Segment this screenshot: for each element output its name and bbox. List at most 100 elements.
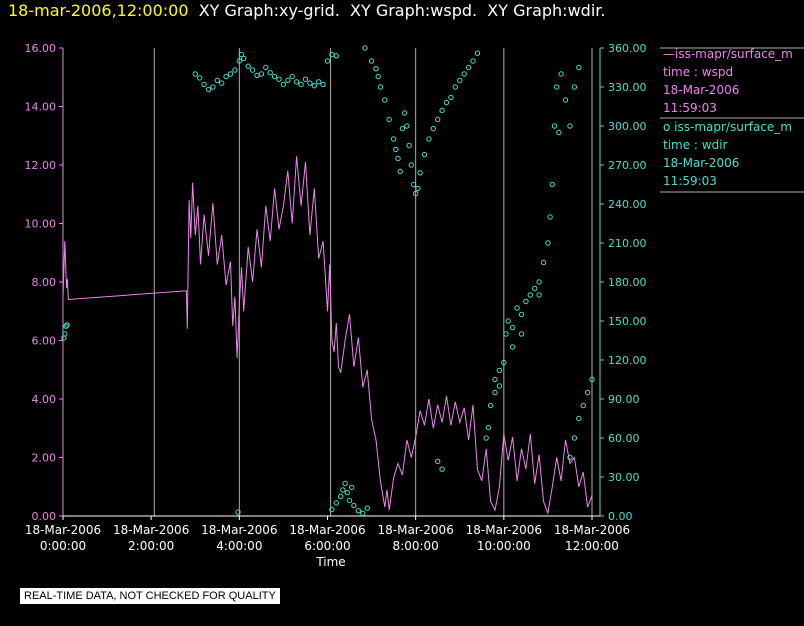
wdir-point: [545, 240, 551, 246]
legend-wspd-date: 18-Mar-2006: [663, 83, 740, 97]
wdir-point: [324, 58, 331, 64]
wdir-point: [417, 170, 423, 176]
wdir-point: [461, 71, 467, 77]
wdir-point: [457, 77, 463, 84]
wdir-point: [238, 51, 245, 58]
wdir-point: [567, 123, 573, 129]
wdir-point: [280, 81, 287, 88]
wdir-point: [536, 292, 542, 298]
wdir-point: [192, 71, 199, 77]
x-tick-date: 18-Mar-2006: [113, 523, 189, 537]
wdir-point: [263, 64, 269, 71]
right-tick-label: 300.00: [608, 120, 647, 133]
wdir-point: [64, 322, 70, 328]
right-tick-label: 270.00: [608, 159, 647, 172]
legend-wdir-date: 18-Mar-2006: [663, 156, 740, 170]
wdir-point: [390, 136, 397, 142]
wdir-point: [452, 84, 458, 90]
wdir-point: [355, 508, 362, 514]
wdir-point: [227, 71, 234, 77]
wdir-point: [293, 79, 300, 85]
wdir-point: [509, 344, 516, 350]
wdir-point: [241, 55, 247, 62]
wdir-point: [223, 73, 229, 80]
wdir-point: [401, 110, 408, 116]
x-tick-date: 18-Mar-2006: [554, 523, 630, 537]
wdir-point: [364, 505, 370, 511]
wdir-point: [397, 168, 403, 175]
right-tick-label: 0.00: [608, 510, 633, 523]
x-axis-label: Time: [315, 555, 345, 569]
wdir-point: [448, 94, 454, 101]
wdir-point: [298, 81, 304, 88]
x-tick-time: 6:00:00: [304, 539, 350, 553]
wdir-point: [219, 80, 225, 86]
wspd-series: [62, 156, 593, 516]
legend-wspd: —iss-mapr/surface_m time : wspd 18-Mar-2…: [663, 45, 804, 117]
x-tick-time: 8:00:00: [393, 539, 439, 553]
wdir-point: [349, 484, 355, 491]
wdir-point: [514, 305, 520, 311]
wdir-point: [501, 359, 507, 366]
x-tick-time: 10:00:00: [477, 539, 531, 553]
wdir-point: [536, 279, 542, 285]
left-axis-ticks: 0.00 2.00 4.00 6.00 8.00 10.00 12.00 14.00 16.00: [25, 42, 63, 523]
wdir-point: [540, 259, 547, 266]
wdir-point: [201, 81, 207, 88]
x-tick-date: 18-Mar-2006: [25, 523, 101, 537]
title-date: 18-mar-2006,12:00:00: [8, 1, 189, 20]
wdir-point: [421, 151, 428, 158]
wdir-point: [62, 331, 68, 337]
wdir-point: [527, 292, 533, 298]
wdir-point: [393, 146, 399, 153]
wdir-point: [316, 79, 322, 85]
wdir-point: [382, 97, 388, 103]
wdir-point: [556, 129, 562, 136]
wdir-point: [395, 155, 401, 162]
legend-wdir-time: 11:59:03: [663, 174, 717, 188]
right-tick-label: 60.00: [608, 432, 640, 445]
wdir-point: [549, 181, 555, 188]
x-axis-ticks: 18-Mar-2006 0:00:00 18-Mar-2006 2:00:00 18-M…: [25, 516, 630, 553]
right-tick-label: 180.00: [608, 276, 647, 289]
legend-wspd-time: 11:59:03: [663, 101, 717, 115]
wdir-point: [435, 458, 441, 465]
wdir-point: [232, 67, 238, 73]
x-tick-date: 18-Mar-2006: [377, 523, 453, 537]
wdir-point: [505, 318, 511, 324]
left-tick-label: 2.00: [32, 452, 57, 465]
wdir-point: [329, 506, 335, 513]
wdir-point: [547, 214, 553, 220]
x-tick-date: 18-Mar-2006: [466, 523, 542, 537]
wdir-point: [205, 86, 212, 93]
left-tick-label: 10.00: [25, 218, 57, 231]
wdir-point: [267, 70, 273, 76]
wdir-point: [518, 311, 525, 318]
quality-disclaimer: REAL-TIME DATA, NOT CHECKED FOR QUALITY: [20, 588, 280, 604]
legend-wdir-source: o iss-mapr/surface_m: [663, 120, 792, 134]
wdir-point: [362, 45, 368, 51]
wdir-point: [307, 80, 313, 86]
wdir-point: [523, 298, 529, 305]
right-tick-label: 240.00: [608, 198, 647, 211]
title-description: XY Graph:xy-grid. XY Graph:wspd. XY Grap…: [188, 1, 606, 20]
grid-lines: [153, 48, 593, 516]
x-tick-date: 18-Mar-2006: [201, 523, 277, 537]
wdir-point: [377, 84, 384, 90]
wdir-point: [562, 97, 569, 103]
wdir-point: [503, 331, 509, 337]
wdir-point: [197, 75, 203, 81]
x-tick-time: 2:00:00: [128, 539, 174, 553]
wdir-point: [551, 123, 558, 129]
wdir-point: [571, 84, 578, 90]
wdir-point: [254, 72, 260, 79]
x-tick-time: 4:00:00: [216, 539, 262, 553]
wdir-point: [426, 136, 432, 142]
left-tick-label: 14.00: [25, 101, 57, 114]
wdir-point: [470, 58, 476, 64]
legend-wspd-source: —iss-mapr/surface_m: [663, 47, 793, 61]
wdir-point: [386, 116, 392, 123]
wdir-point: [496, 367, 503, 374]
wdir-point: [558, 71, 564, 77]
wdir-point: [465, 64, 472, 71]
